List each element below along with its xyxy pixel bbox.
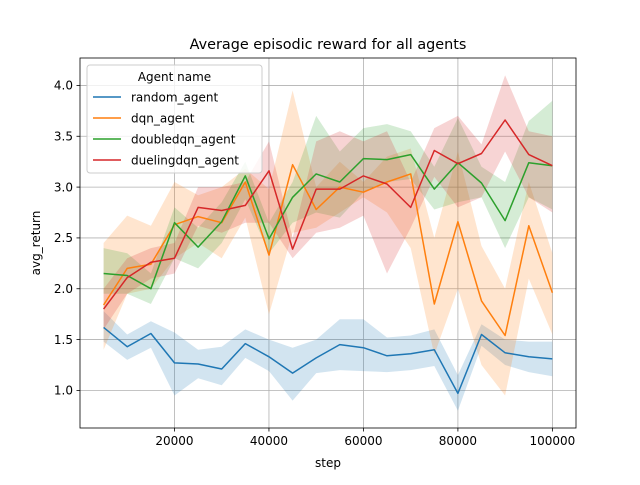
legend: Agent name random_agent dqn_agent doubledq… — [86, 64, 263, 174]
x-tick-label: 40000 — [250, 434, 288, 448]
x-tick-label: 100000 — [529, 434, 575, 448]
legend-label-random_agent: random_agent — [131, 90, 219, 104]
series-lines — [102, 119, 554, 395]
series-line-duelingdqn_agent — [102, 119, 553, 310]
legend-label-dqn_agent: dqn_agent — [131, 111, 195, 125]
confidence-band-dqn_agent — [103, 90, 553, 396]
y-tick-label: 1.0 — [54, 384, 73, 398]
y-axis-ticks: 1.0 1.5 2.0 2.5 3.0 3.5 4.0 — [54, 79, 80, 398]
confidence-band-random_agent — [103, 311, 553, 411]
legend-label-doubledqn_agent: doubledqn_agent — [131, 132, 236, 146]
legend-label-duelingdqn_agent: duelingdqn_agent — [131, 153, 239, 167]
y-tick-label: 1.5 — [54, 333, 73, 347]
y-tick-label: 4.0 — [54, 79, 73, 93]
x-axis-ticks: 20000 40000 60000 80000 100000 — [155, 428, 575, 448]
confidence-bands — [103, 75, 553, 411]
x-tick-label: 60000 — [344, 434, 382, 448]
chart-title: Average episodic reward for all agents — [190, 37, 467, 53]
series-line-dqn_agent — [102, 163, 554, 337]
series-line-random_agent — [103, 326, 553, 395]
legend-box — [86, 64, 263, 174]
y-tick-label: 3.5 — [54, 129, 73, 143]
y-tick-label: 3.0 — [54, 180, 73, 194]
legend-items: random_agent dqn_agent doubledqn_agentduel… — [93, 90, 239, 167]
series-line-doubledqn_agent — [103, 153, 553, 290]
y-axis-label: avg_return — [29, 211, 43, 276]
x-tick-label: 20000 — [155, 434, 193, 448]
y-tick-label: 2.5 — [54, 231, 73, 245]
x-tick-label: 80000 — [439, 434, 477, 448]
x-axis-label: step — [315, 456, 341, 470]
y-tick-label: 2.0 — [54, 282, 73, 296]
confidence-band-duelingdqn_agent — [103, 75, 553, 330]
confidence-band-doubledqn_agent — [103, 100, 553, 304]
legend-title: Agent name — [138, 70, 211, 84]
plot-frame — [79, 57, 577, 429]
